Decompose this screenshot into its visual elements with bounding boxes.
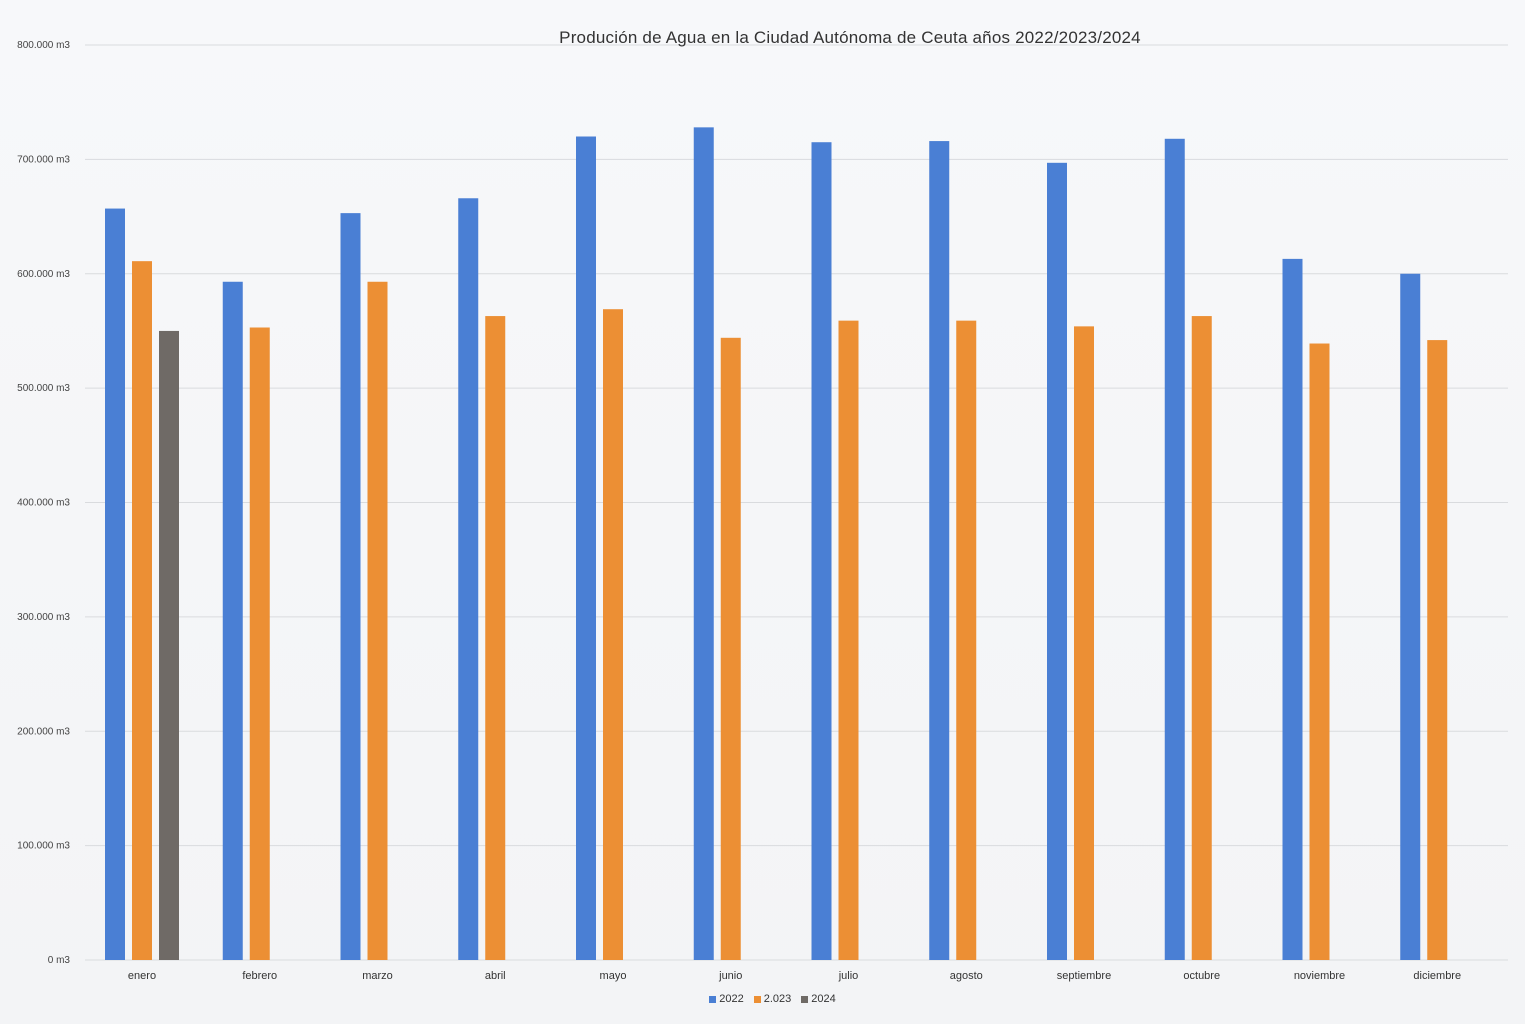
bar-2.023-julio bbox=[838, 320, 859, 960]
bar-2022-enero bbox=[105, 208, 125, 960]
bar-2.023-abril bbox=[485, 316, 506, 961]
y-tick-label: 800.000 m3 bbox=[17, 40, 70, 51]
bar-2.023-octubre bbox=[1191, 316, 1212, 961]
bar-2022-febrero bbox=[222, 281, 243, 961]
bars bbox=[105, 127, 1448, 961]
bar-2022-marzo bbox=[340, 213, 361, 961]
bar-2.023-diciembre bbox=[1427, 340, 1448, 960]
x-tick-label: diciembre bbox=[1413, 970, 1461, 982]
bar-2022-noviembre bbox=[1282, 258, 1303, 961]
y-tick-label: 300.000 m3 bbox=[17, 612, 70, 623]
x-tick-label: octubre bbox=[1183, 970, 1220, 982]
legend-item-2022: 2022 bbox=[709, 993, 744, 1005]
x-axis-tick-labels: enero febrero marzo abril mayo junio julio agos… bbox=[128, 970, 1461, 982]
bar-2022-octubre bbox=[1164, 138, 1185, 961]
bar-2024-enero bbox=[159, 330, 179, 960]
x-tick-label: septiembre bbox=[1057, 970, 1111, 982]
bar-2022-abril bbox=[458, 198, 479, 960]
y-tick-label: 400.000 m3 bbox=[17, 498, 70, 509]
x-tick-label: abril bbox=[485, 970, 506, 982]
x-tick-label: agosto bbox=[950, 970, 983, 982]
x-tick-label: enero bbox=[128, 970, 156, 982]
bar-2.023-agosto bbox=[956, 320, 977, 960]
x-tick-label: julio bbox=[838, 970, 859, 982]
bar-2022-diciembre bbox=[1400, 273, 1421, 960]
y-tick-label: 0 m3 bbox=[48, 955, 71, 966]
y-tick-label: 600.000 m3 bbox=[17, 269, 70, 280]
y-tick-label: 100.000 m3 bbox=[17, 841, 70, 852]
y-axis-tick-labels: 0 m3 100.000 m3 200.000 m3 300.000 m3 400.00… bbox=[17, 40, 70, 966]
x-tick-label: marzo bbox=[362, 970, 393, 982]
legend-swatch-2023 bbox=[753, 995, 761, 1003]
x-tick-label: noviembre bbox=[1294, 970, 1345, 982]
legend-label-2023: 2.023 bbox=[763, 993, 792, 1005]
gridlines bbox=[85, 44, 1508, 961]
bar-2.023-enero bbox=[132, 261, 152, 960]
legend-label-2022: 2022 bbox=[719, 993, 744, 1005]
legend-item-2024: 2024 bbox=[801, 993, 836, 1005]
bar-2022-junio bbox=[693, 127, 714, 961]
bar-2022-agosto bbox=[929, 141, 950, 960]
x-tick-label: junio bbox=[718, 970, 742, 982]
x-tick-label: febrero bbox=[242, 970, 277, 982]
bar-2.023-mayo bbox=[603, 309, 623, 960]
bar-2.023-junio bbox=[720, 337, 741, 960]
bar-2.023-noviembre bbox=[1309, 343, 1330, 960]
legend-label-2024: 2024 bbox=[811, 993, 836, 1005]
y-tick-label: 200.000 m3 bbox=[17, 726, 70, 737]
bar-2022-julio bbox=[811, 142, 832, 960]
legend-swatch-2022 bbox=[709, 995, 717, 1003]
chart-legend: 2022 2.023 2024 bbox=[0, 993, 1525, 1005]
bar-2.023-septiembre bbox=[1074, 326, 1094, 960]
y-tick-label: 700.000 m3 bbox=[17, 154, 70, 165]
bar-2.023-febrero bbox=[249, 327, 270, 961]
legend-swatch-2024 bbox=[801, 995, 809, 1003]
bar-2.023-marzo bbox=[367, 281, 388, 961]
bar-2022-mayo bbox=[576, 136, 596, 960]
legend-item-2023: 2.023 bbox=[753, 993, 792, 1005]
x-tick-label: mayo bbox=[600, 970, 627, 982]
bar-2022-septiembre bbox=[1047, 162, 1067, 960]
y-tick-label: 500.000 m3 bbox=[17, 383, 70, 394]
